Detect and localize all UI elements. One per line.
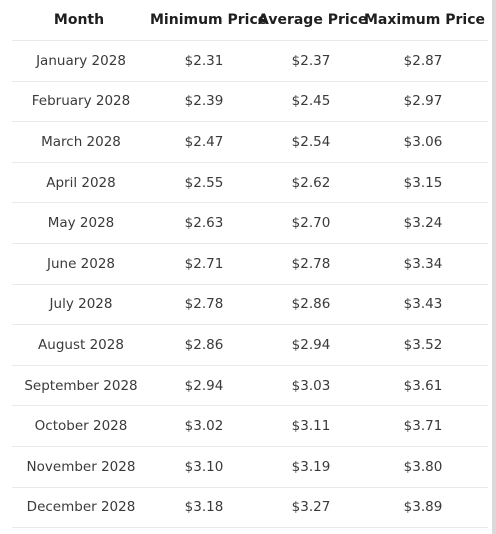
cell-average-price: $2.45 [291, 93, 331, 110]
cell-minimum-price: $3.18 [184, 499, 224, 516]
cell-average-price: $2.62 [291, 174, 331, 191]
cell-average-price: $2.86 [291, 296, 331, 313]
table-row: December 2028 $3.18 $3.27 $3.89 [12, 486, 488, 528]
cell-month: January 2028 [36, 52, 126, 69]
right-edge-border [492, 0, 496, 534]
cell-maximum-price: $3.71 [403, 418, 443, 435]
table-row: August 2028 $2.86 $2.94 $3.52 [12, 324, 488, 365]
table-row: June 2028 $2.71 $2.78 $3.34 [12, 242, 488, 284]
header-month: Month [53, 12, 105, 28]
table-row: November 2028 $3.10 $3.19 $3.80 [12, 445, 488, 487]
table-bottom-border [12, 527, 488, 529]
cell-average-price: $2.37 [291, 52, 331, 69]
cell-minimum-price: $2.71 [184, 255, 224, 272]
table-row: October 2028 $3.02 $3.11 $3.71 [12, 405, 488, 446]
cell-minimum-price: $2.31 [184, 52, 224, 69]
cell-minimum-price: $2.86 [184, 336, 224, 353]
cell-maximum-price: $3.06 [403, 133, 443, 150]
cell-maximum-price: $3.52 [403, 336, 443, 353]
cell-month: December 2028 [26, 499, 136, 516]
cell-minimum-price: $2.55 [184, 174, 224, 191]
cell-average-price: $2.94 [291, 336, 331, 353]
cell-maximum-price: $2.87 [403, 52, 443, 69]
cell-month: June 2028 [46, 255, 116, 272]
cell-average-price: $2.54 [291, 133, 331, 150]
cell-average-price: $2.78 [291, 255, 331, 272]
cell-month: September 2028 [24, 377, 138, 394]
table-row: May 2028 $2.63 $2.70 $3.24 [12, 202, 488, 243]
table-row: February 2028 $2.39 $2.45 $2.97 [12, 80, 488, 122]
table-row: April 2028 $2.55 $2.62 $3.15 [12, 161, 488, 203]
cell-minimum-price: $2.47 [184, 133, 224, 150]
cell-maximum-price: $3.15 [403, 174, 443, 191]
cell-month: July 2028 [49, 296, 113, 313]
cell-minimum-price: $2.63 [184, 215, 224, 232]
cell-month: October 2028 [34, 418, 128, 435]
table-header: Month Minimum Price Average Price Maximu… [0, 0, 496, 40]
cell-minimum-price: $2.78 [184, 296, 224, 313]
cell-maximum-price: $3.34 [403, 255, 443, 272]
cell-average-price: $3.11 [291, 418, 331, 435]
header-maximum-price: Maximum Price [364, 12, 485, 28]
cell-maximum-price: $3.61 [403, 377, 443, 394]
cell-minimum-price: $2.94 [184, 377, 224, 394]
table-row: March 2028 $2.47 $2.54 $3.06 [12, 121, 488, 162]
cell-average-price: $2.70 [291, 215, 331, 232]
table-row: July 2028 $2.78 $2.86 $3.43 [12, 283, 488, 325]
header-average-price: Average Price [258, 12, 368, 28]
cell-maximum-price: $2.97 [403, 93, 443, 110]
cell-minimum-price: $2.39 [184, 93, 224, 110]
cell-month: August 2028 [38, 336, 124, 353]
cell-month: March 2028 [41, 133, 121, 150]
cell-average-price: $3.27 [291, 499, 331, 516]
cell-minimum-price: $3.02 [184, 418, 224, 435]
cell-maximum-price: $3.89 [403, 499, 443, 516]
cell-month: May 2028 [47, 215, 115, 232]
cell-month: April 2028 [46, 174, 116, 191]
cell-maximum-price: $3.80 [403, 458, 443, 475]
cell-minimum-price: $3.10 [184, 458, 224, 475]
cell-month: November 2028 [26, 458, 136, 475]
cell-average-price: $3.19 [291, 458, 331, 475]
table-row: January 2028 $2.31 $2.37 $2.87 [12, 40, 488, 81]
cell-average-price: $3.03 [291, 377, 331, 394]
table-row: September 2028 $2.94 $3.03 $3.61 [12, 364, 488, 406]
cell-month: February 2028 [31, 93, 131, 110]
header-minimum-price: Minimum Price [150, 12, 268, 28]
cell-maximum-price: $3.43 [403, 296, 443, 313]
cell-maximum-price: $3.24 [403, 215, 443, 232]
